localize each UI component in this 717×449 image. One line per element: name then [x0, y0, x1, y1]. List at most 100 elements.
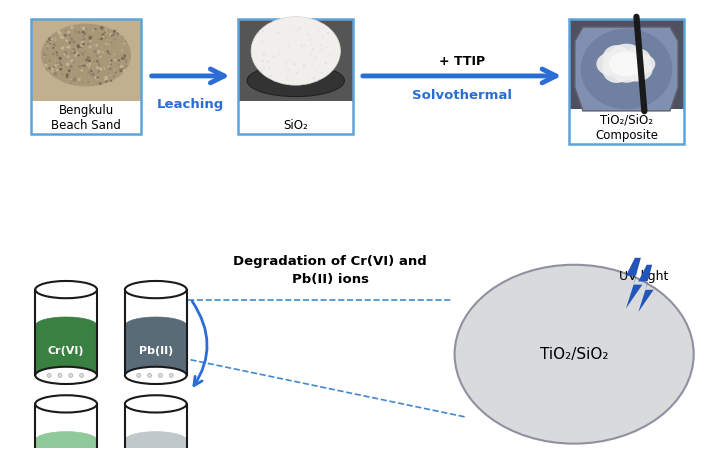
Circle shape [65, 30, 67, 31]
Circle shape [96, 60, 98, 62]
Circle shape [98, 39, 100, 40]
Circle shape [98, 27, 100, 29]
Circle shape [56, 54, 58, 56]
Circle shape [72, 50, 75, 53]
Ellipse shape [41, 24, 131, 87]
Circle shape [92, 44, 93, 46]
Circle shape [107, 29, 108, 31]
Circle shape [59, 31, 60, 32]
Polygon shape [35, 404, 97, 449]
Circle shape [70, 59, 73, 62]
Circle shape [117, 64, 118, 65]
Circle shape [111, 60, 113, 62]
Circle shape [261, 69, 263, 71]
Circle shape [61, 64, 62, 66]
Circle shape [303, 75, 304, 76]
Circle shape [114, 69, 115, 71]
Circle shape [113, 34, 115, 35]
Ellipse shape [609, 44, 643, 68]
Ellipse shape [602, 45, 631, 72]
Circle shape [88, 45, 92, 48]
Circle shape [62, 73, 63, 75]
Circle shape [52, 37, 56, 40]
Circle shape [329, 54, 331, 56]
Circle shape [64, 34, 67, 36]
Polygon shape [575, 27, 678, 111]
Text: Pb(II): Pb(II) [138, 345, 173, 356]
Circle shape [121, 56, 123, 58]
Circle shape [119, 69, 122, 72]
Text: TiO₂/SiO₂: TiO₂/SiO₂ [540, 347, 609, 362]
Circle shape [104, 69, 105, 70]
Circle shape [92, 36, 93, 37]
Circle shape [92, 74, 95, 76]
Circle shape [320, 72, 323, 74]
Circle shape [66, 73, 69, 76]
Circle shape [110, 62, 111, 64]
Circle shape [105, 77, 108, 80]
Circle shape [102, 51, 104, 53]
Circle shape [86, 57, 89, 60]
Text: TiO₂/SiO₂
Composite: TiO₂/SiO₂ Composite [595, 114, 658, 141]
Circle shape [111, 42, 113, 44]
Circle shape [114, 71, 116, 73]
Circle shape [87, 81, 90, 84]
Bar [239, 101, 353, 133]
Circle shape [119, 37, 120, 38]
Polygon shape [125, 326, 186, 375]
Circle shape [307, 33, 309, 35]
Circle shape [49, 43, 51, 44]
Circle shape [110, 79, 113, 82]
Circle shape [66, 55, 70, 58]
Circle shape [64, 53, 66, 56]
Circle shape [92, 78, 93, 79]
Circle shape [91, 68, 93, 70]
Circle shape [82, 43, 85, 45]
Circle shape [273, 66, 274, 67]
Circle shape [90, 73, 91, 75]
Circle shape [148, 374, 151, 377]
Circle shape [70, 80, 72, 83]
Circle shape [49, 38, 52, 40]
Circle shape [120, 67, 123, 69]
Circle shape [58, 62, 62, 65]
Circle shape [55, 51, 57, 53]
Circle shape [47, 41, 49, 43]
Circle shape [108, 67, 112, 70]
Circle shape [46, 69, 47, 70]
Circle shape [295, 72, 298, 75]
Ellipse shape [612, 61, 641, 83]
Circle shape [287, 60, 288, 62]
Circle shape [303, 64, 305, 67]
Circle shape [90, 40, 92, 42]
Circle shape [72, 35, 75, 39]
Circle shape [84, 76, 87, 79]
Circle shape [69, 41, 71, 44]
Circle shape [87, 56, 89, 58]
Circle shape [290, 75, 291, 76]
Circle shape [119, 48, 122, 51]
Circle shape [89, 78, 92, 81]
Circle shape [80, 38, 81, 39]
Circle shape [315, 70, 317, 71]
Polygon shape [35, 440, 97, 449]
Bar [32, 101, 141, 133]
Circle shape [120, 35, 123, 38]
Circle shape [89, 57, 91, 58]
Circle shape [54, 56, 56, 58]
Ellipse shape [609, 52, 644, 76]
Circle shape [70, 26, 74, 29]
Polygon shape [125, 404, 186, 449]
Circle shape [113, 76, 115, 77]
Circle shape [88, 58, 91, 61]
Circle shape [301, 46, 302, 47]
Circle shape [51, 70, 54, 73]
Circle shape [98, 70, 100, 73]
Circle shape [324, 62, 327, 64]
Circle shape [97, 76, 98, 77]
Circle shape [64, 52, 67, 55]
Circle shape [64, 53, 67, 55]
Circle shape [95, 44, 98, 47]
Circle shape [80, 32, 83, 35]
Circle shape [106, 31, 108, 33]
